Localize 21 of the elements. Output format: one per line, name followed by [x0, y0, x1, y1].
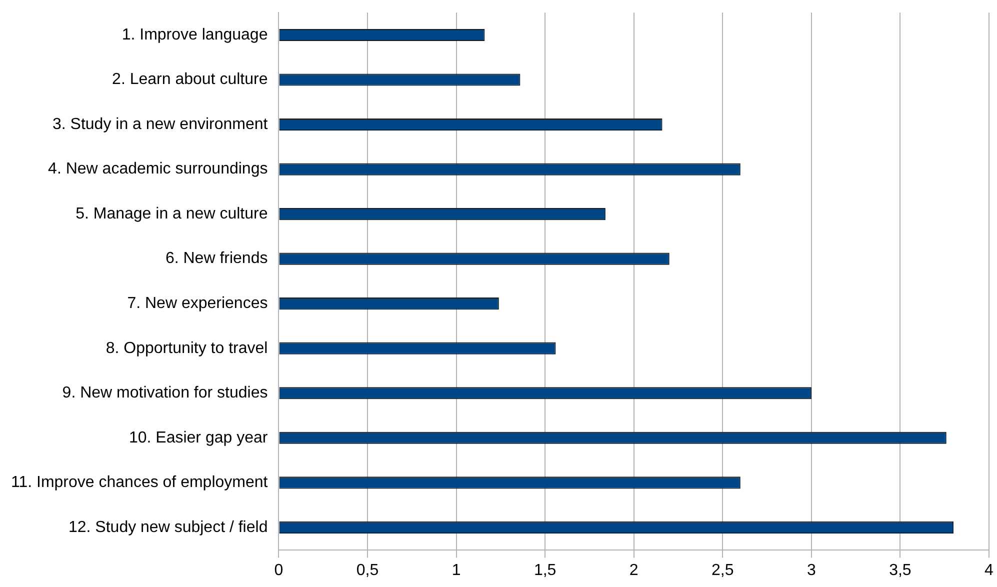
x-tick-label: 4 — [984, 562, 994, 579]
y-tick-label: 3. Study in a new environment — [52, 116, 268, 133]
y-tick-label: 9. New motivation for studies — [62, 384, 268, 402]
x-tick-label: 3 — [806, 562, 816, 579]
y-tick-label: 1. Improve language — [122, 26, 268, 44]
x-tick-label: 1 — [452, 562, 461, 579]
x-tick-label: 2,5 — [712, 562, 734, 579]
y-tick-label: 8. Opportunity to travel — [106, 340, 268, 357]
y-tick-label: 2. Learn about culture — [112, 71, 268, 88]
x-tick-label: 0,5 — [356, 562, 379, 579]
y-tick-label: 11. Improve chances of employment — [11, 474, 268, 492]
y-tick-label: 12. Study new subject / field — [68, 518, 268, 536]
y-tick-label: 4. New academic surroundings — [48, 160, 268, 178]
y-tick-label: 5. Manage in a new culture — [76, 205, 268, 222]
x-tick-label: 2 — [629, 562, 638, 579]
x-tick-label: 3,5 — [889, 562, 912, 579]
x-tick-label: 0 — [274, 562, 284, 579]
y-tick-label: 6. New friends — [165, 250, 268, 268]
x-tick-label: 1,5 — [534, 562, 556, 579]
y-tick-label: 7. New experiences — [127, 294, 268, 312]
y-tick-label: 10. Easier gap year — [128, 429, 268, 446]
